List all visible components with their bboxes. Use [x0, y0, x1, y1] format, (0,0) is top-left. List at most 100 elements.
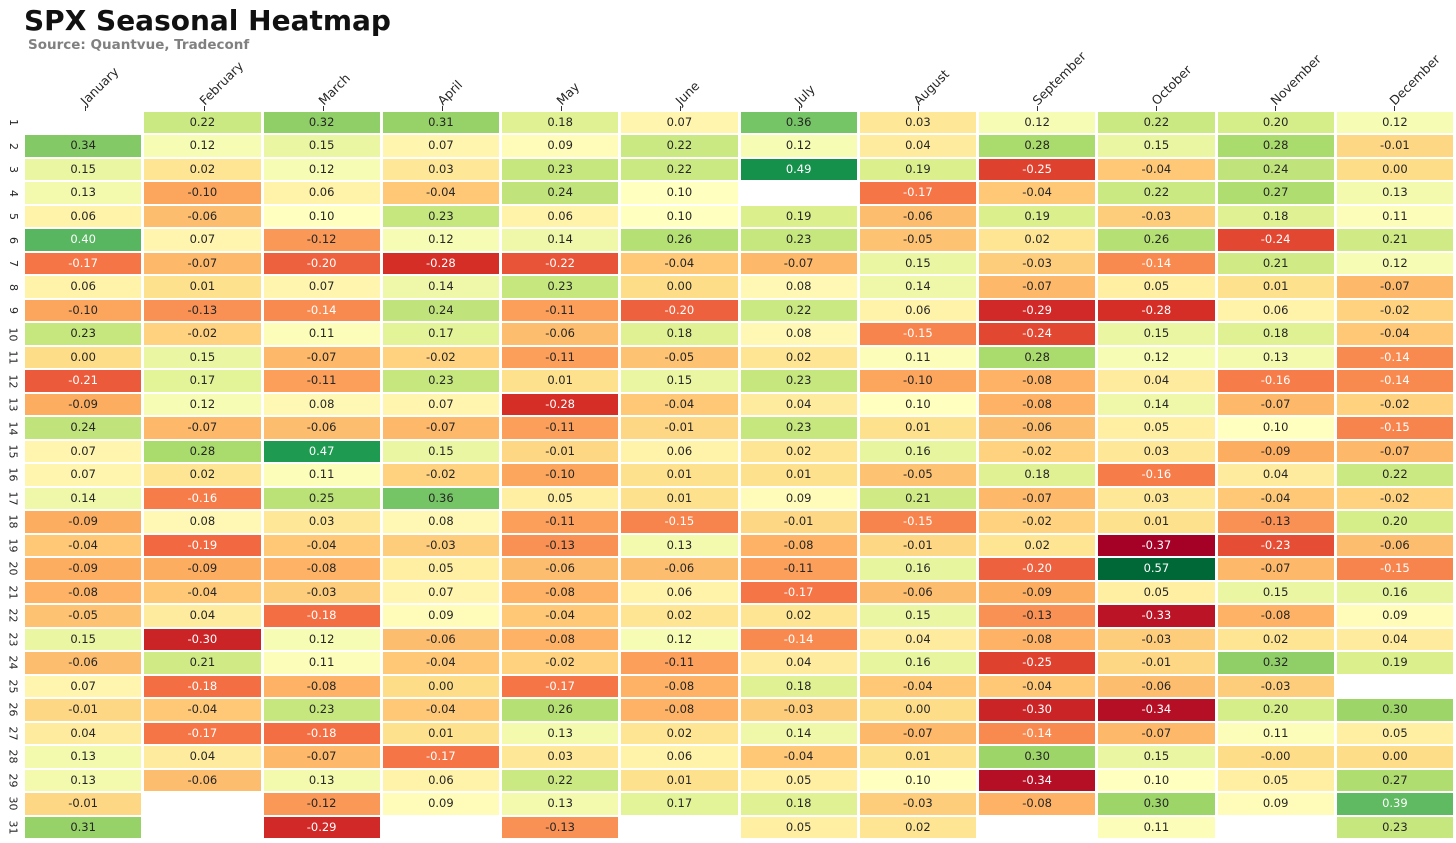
heatmap-cell: 0.22 [621, 135, 738, 157]
heatmap-cell: 0.02 [740, 440, 857, 463]
heatmap-cell: -0.01 [740, 511, 857, 533]
x-tick-mark [84, 106, 86, 111]
heatmap-cell: 0.28 [144, 440, 261, 463]
heatmap-cell: 0.23 [502, 158, 619, 181]
heatmap-cell: -0.03 [859, 793, 976, 815]
row-label-29: 29 [6, 773, 20, 788]
heatmap-cell: -0.04 [382, 182, 499, 204]
heatmap-cell: 0.10 [621, 182, 738, 204]
column-label-march: March [314, 70, 353, 108]
heatmap-cell: 0.19 [1336, 652, 1453, 674]
heatmap-cell: 0.11 [859, 346, 976, 369]
column-label-august: August [909, 66, 952, 108]
heatmap-cell: 0.02 [859, 816, 976, 838]
heatmap-cell: -0.34 [1098, 699, 1215, 721]
heatmap-cell: 0.15 [1098, 135, 1215, 157]
heatmap-cell: -0.06 [25, 652, 142, 674]
heatmap-cell: -0.17 [859, 182, 976, 204]
heatmap-cell: 0.01 [621, 487, 738, 510]
heatmap-cell: -0.06 [144, 205, 261, 228]
heatmap-cell: -0.29 [263, 816, 380, 838]
heatmap-cell: 0.47 [263, 440, 380, 463]
heatmap-cell: -0.34 [979, 769, 1096, 792]
heatmap-cell: -0.11 [502, 299, 619, 322]
heatmap-cell: 0.05 [1217, 769, 1334, 792]
heatmap-cell: -0.04 [1098, 158, 1215, 181]
heatmap-cell: 0.40 [25, 229, 142, 251]
heatmap-cell [621, 817, 737, 838]
heatmap-cell: -0.28 [1098, 299, 1215, 322]
heatmap-cell: 0.28 [979, 135, 1096, 157]
heatmap-cell: 0.16 [859, 652, 976, 674]
heatmap-cell: 0.18 [740, 675, 857, 698]
heatmap-cell: 0.05 [1336, 722, 1453, 745]
heatmap-cell: 0.17 [382, 323, 499, 345]
heatmap-cell: 0.13 [1217, 346, 1334, 369]
row-label-20: 20 [6, 561, 20, 576]
heatmap-cell: 0.07 [382, 581, 499, 604]
heatmap-cell: -0.09 [1217, 440, 1334, 463]
heatmap-cell: -0.13 [502, 534, 619, 557]
heatmap-cell: -0.06 [144, 769, 261, 792]
heatmap-cell: -0.14 [1336, 346, 1453, 369]
heatmap-cell: 0.04 [740, 393, 857, 416]
heatmap-cell: 0.01 [144, 276, 261, 298]
heatmap-cell: 0.16 [1336, 581, 1453, 604]
column-label-september: September [1028, 48, 1089, 108]
heatmap-cell: 0.18 [502, 112, 619, 134]
heatmap-cell: -0.24 [979, 323, 1096, 345]
heatmap-cell: 0.02 [144, 464, 261, 486]
heatmap-cell: -0.09 [25, 511, 142, 533]
heatmap-cell: -0.14 [740, 628, 857, 651]
column-label-june: June [671, 78, 702, 108]
heatmap-cell: -0.07 [1217, 393, 1334, 416]
heatmap-cell: 0.31 [382, 112, 499, 134]
heatmap-cell: 0.22 [144, 112, 261, 134]
column-label-february: February [195, 58, 246, 108]
heatmap-cell: 0.26 [1098, 229, 1215, 251]
heatmap-cell: -0.06 [859, 581, 976, 604]
row-label-12: 12 [6, 374, 20, 389]
heatmap-cell: -0.17 [740, 581, 857, 604]
heatmap-cell: 0.03 [263, 511, 380, 533]
heatmap-cell: -0.06 [979, 417, 1096, 439]
heatmap-cell: 0.12 [1098, 346, 1215, 369]
heatmap-cell: 0.14 [502, 229, 619, 251]
heatmap-cell [383, 817, 499, 838]
heatmap-cell: 0.18 [621, 323, 738, 345]
heatmap-cell: -0.08 [1217, 605, 1334, 627]
row-label-22: 22 [6, 608, 20, 623]
heatmap-cell: 0.01 [382, 722, 499, 745]
heatmap-cell [1337, 676, 1453, 697]
heatmap-cell: 0.30 [979, 746, 1096, 768]
heatmap-cell: 0.16 [859, 440, 976, 463]
heatmap-cell: 0.19 [859, 158, 976, 181]
heatmap-cell: -0.20 [263, 252, 380, 275]
heatmap-cell: 0.15 [621, 370, 738, 392]
heatmap-cell: -0.02 [144, 323, 261, 345]
heatmap-cell: 0.13 [25, 769, 142, 792]
heatmap-cell: 0.05 [502, 487, 619, 510]
heatmap-cell: 0.01 [740, 464, 857, 486]
heatmap-cell: -0.03 [1217, 675, 1334, 698]
heatmap-cell: 0.05 [1098, 276, 1215, 298]
heatmap-cell: 0.10 [1217, 417, 1334, 439]
heatmap-cell: -0.15 [1336, 417, 1453, 439]
heatmap-cell: 0.01 [859, 746, 976, 768]
heatmap-cell [25, 112, 141, 133]
heatmap-cell: -0.07 [979, 487, 1096, 510]
heatmap-cell: 0.31 [25, 816, 142, 838]
heatmap-cell: -0.18 [263, 605, 380, 627]
heatmap-cell: 0.17 [144, 370, 261, 392]
heatmap-cell: -0.01 [859, 534, 976, 557]
heatmap-cell: -0.08 [979, 393, 1096, 416]
heatmap-cell: -0.16 [1098, 464, 1215, 486]
heatmap-cell: 0.06 [1217, 299, 1334, 322]
heatmap-cell: 0.49 [740, 158, 857, 181]
heatmap-cell: 0.19 [979, 205, 1096, 228]
heatmap-cell: 0.12 [621, 628, 738, 651]
heatmap-cell: -0.08 [621, 675, 738, 698]
x-tick-mark [1274, 106, 1276, 111]
heatmap-cell: 0.22 [1098, 182, 1215, 204]
heatmap-cell: 0.24 [25, 417, 142, 439]
